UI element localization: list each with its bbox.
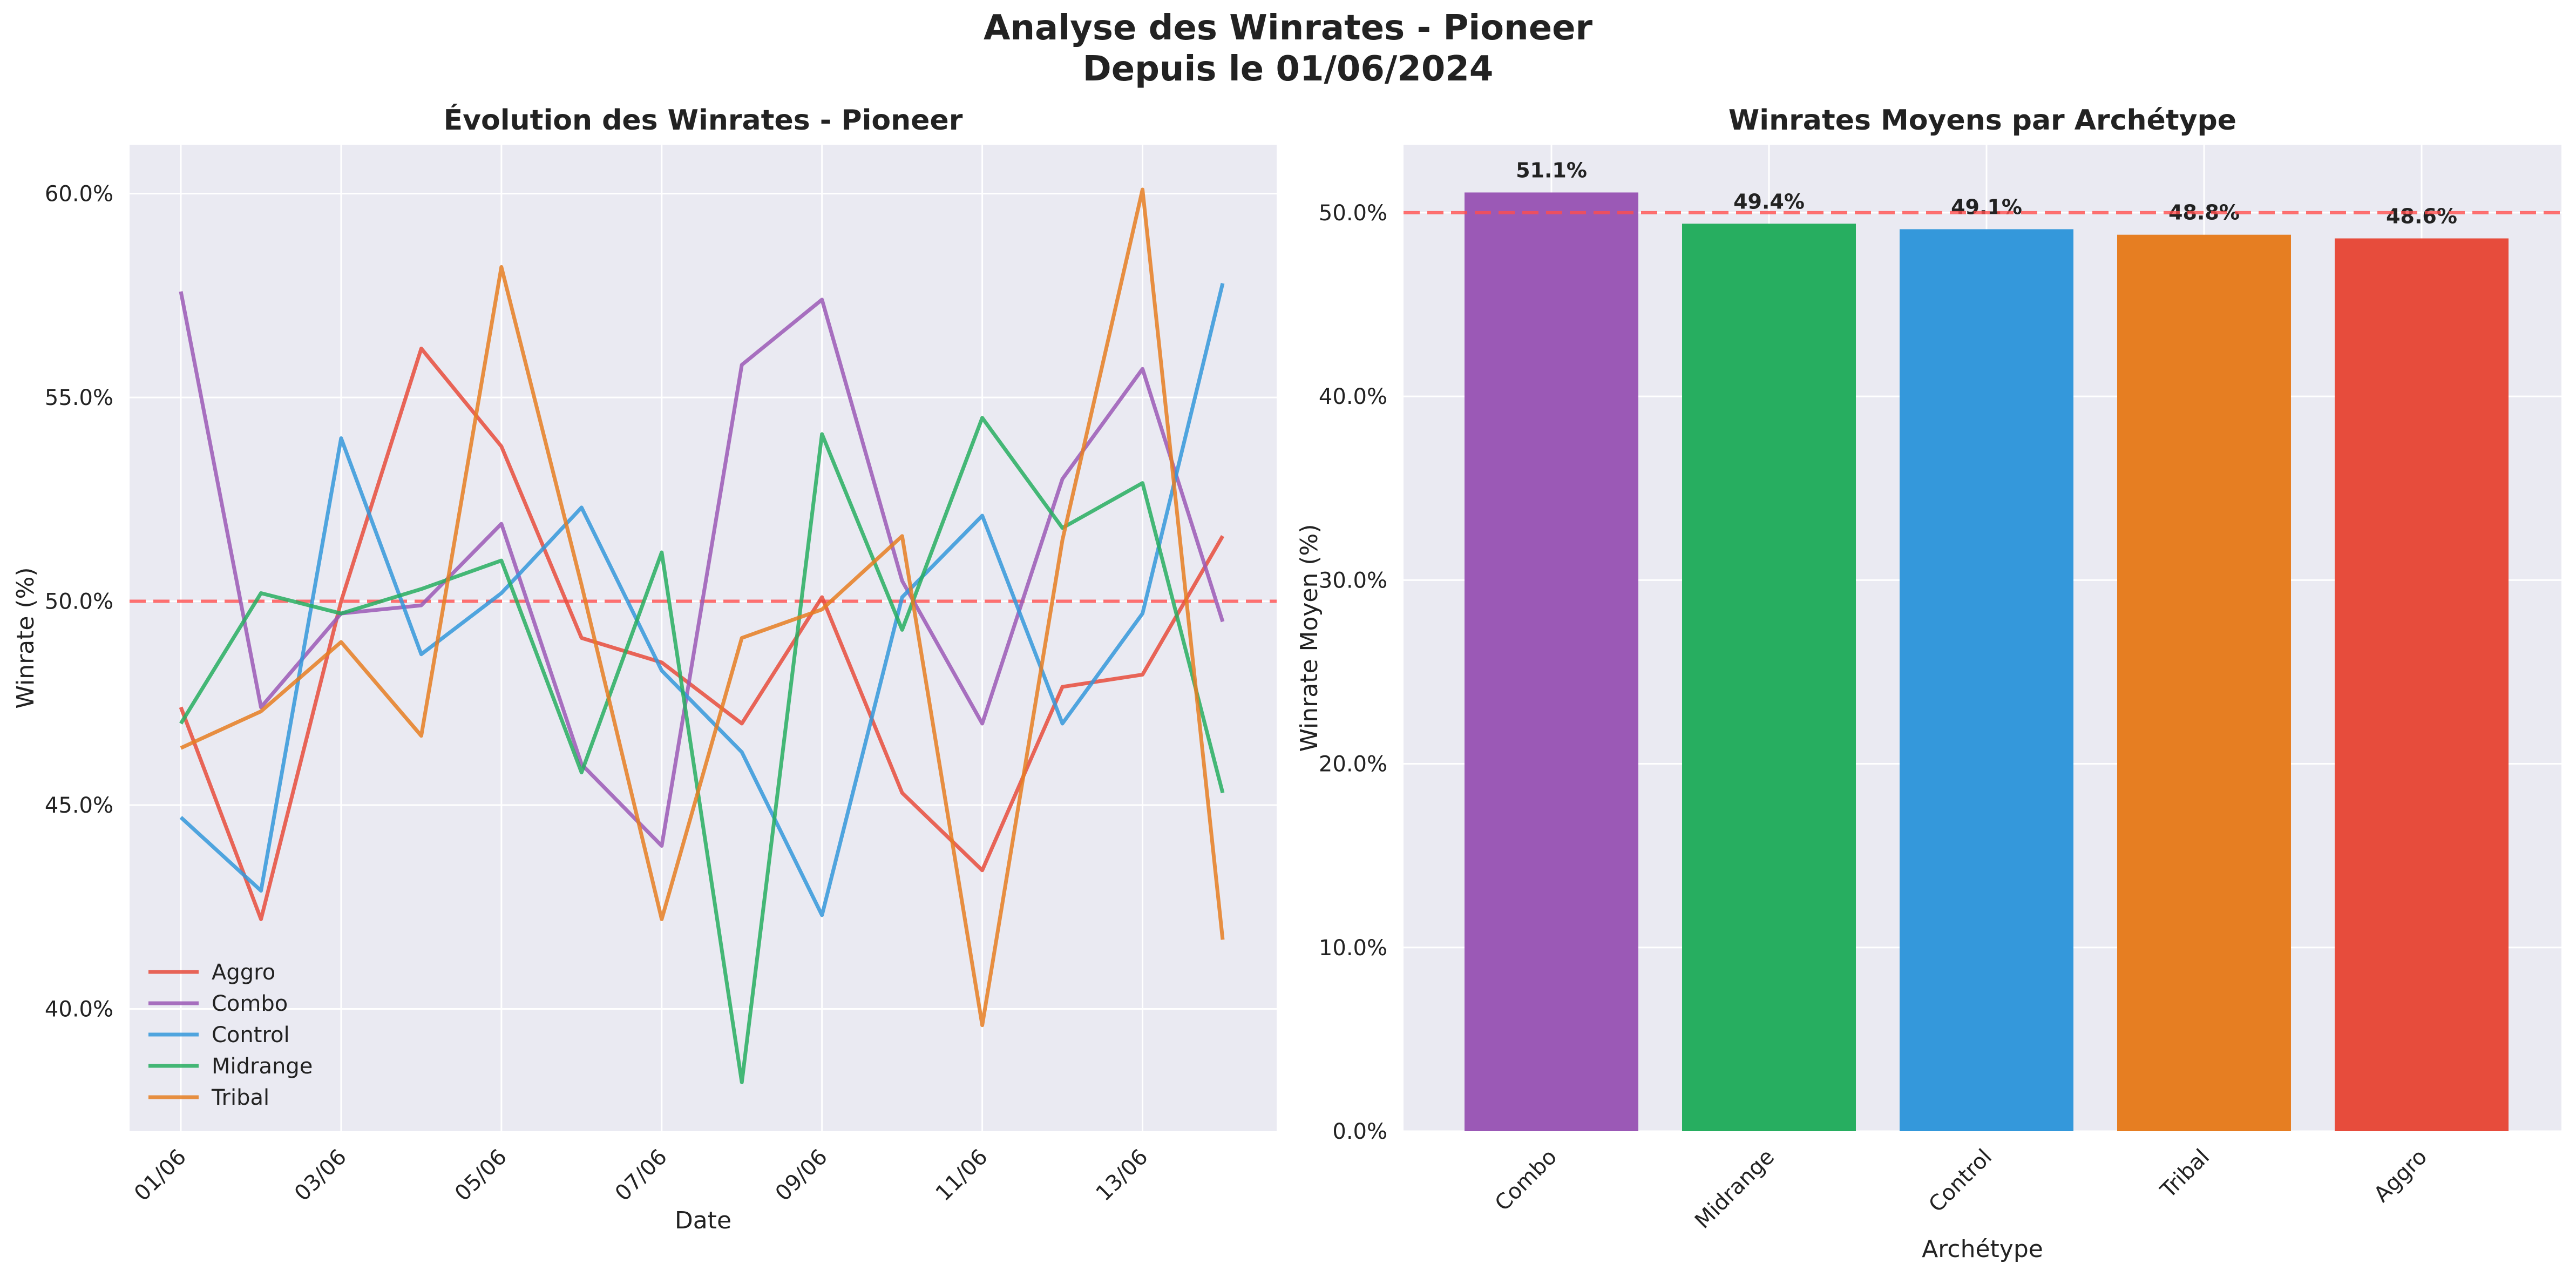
x-tick-label: 13/06 [1092, 1145, 1153, 1206]
y-tick-label: 0.0% [1332, 1119, 1387, 1144]
figure-title-line2: Depuis le 01/06/2024 [1082, 49, 1494, 89]
legend-label-combo: Combo [212, 991, 288, 1016]
series-line-combo [179, 291, 1225, 848]
series-line-aggro [179, 347, 1225, 921]
plot-area [130, 145, 1277, 1131]
x-tick-label: Tribal [2155, 1145, 2214, 1204]
y-tick-label: 50.0% [45, 590, 113, 614]
series-line-control [179, 282, 1225, 917]
bar-value-label: 48.6% [2386, 205, 2457, 228]
legend-label-tribal: Tribal [211, 1085, 269, 1110]
x-tick-label: Control [1924, 1145, 1997, 1218]
bar-aggro [2335, 238, 2509, 1132]
x-tick-label: 05/06 [450, 1145, 512, 1206]
series-line-midrange [179, 416, 1225, 1084]
bar-chart: 0.0% 10.0% 20.0% 30.0% 40.0% 50.0% 51.1% Combo 4… [1296, 104, 2561, 1263]
y-tick-label: 10.0% [1319, 936, 1387, 961]
x-tick-label: Midrange [1690, 1145, 1779, 1234]
line-chart-xlabel: Date [675, 1207, 731, 1234]
bar-combo [1465, 192, 1638, 1131]
legend-label-aggro: Aggro [212, 960, 275, 985]
bar-value-label: 51.1% [1516, 158, 1587, 182]
x-tick-label: 03/06 [290, 1145, 351, 1206]
bar-value-label: 48.8% [2168, 201, 2240, 225]
y-tick-label: 55.0% [45, 386, 113, 410]
y-tick-label: 20.0% [1319, 752, 1387, 777]
bar-value-label: 49.1% [1951, 195, 2022, 219]
y-tick-label: 30.0% [1319, 568, 1387, 593]
x-tick-label: 01/06 [130, 1145, 191, 1206]
y-tick-label: 40.0% [45, 997, 113, 1022]
line-chart: 40.0% 45.0% 50.0% 55.0% 60.0% 01/06 03/06 05/06… [12, 104, 1277, 1234]
bar-chart-title: Winrates Moyens par Archétype [1728, 104, 2236, 137]
x-tick-label: 09/06 [771, 1145, 832, 1206]
series-line-tribal [180, 187, 1225, 1028]
line-chart-title: Évolution des Winrates - Pioneer [444, 104, 963, 137]
figure-title-line1: Analyse des Winrates - Pioneer [983, 8, 1593, 48]
bar-control [1900, 229, 2073, 1131]
y-tick-label: 60.0% [45, 182, 113, 207]
legend-label-control: Control [212, 1023, 290, 1048]
bar-tribal [2117, 234, 2291, 1132]
x-tick-label: 07/06 [611, 1145, 672, 1206]
y-tick-label: 40.0% [1319, 384, 1387, 409]
figure-title: Analyse des Winrates - Pioneer Depuis le… [0, 8, 2576, 90]
bar-chart-ylabel: Winrate Moyen (%) [1296, 524, 1323, 752]
x-tick-label: Aggro [2369, 1145, 2432, 1207]
x-tick-label: Combo [1490, 1145, 1562, 1216]
bar-chart-xlabel: Archétype [1922, 1235, 2043, 1263]
bar-midrange [1682, 224, 1856, 1131]
y-tick-label: 50.0% [1319, 201, 1387, 226]
x-tick-label: 11/06 [931, 1145, 993, 1206]
bar-value-label: 49.4% [1733, 190, 1805, 213]
legend-label-midrange: Midrange [212, 1054, 313, 1079]
y-tick-label: 45.0% [45, 793, 113, 818]
line-chart-ylabel: Winrate (%) [12, 567, 39, 708]
